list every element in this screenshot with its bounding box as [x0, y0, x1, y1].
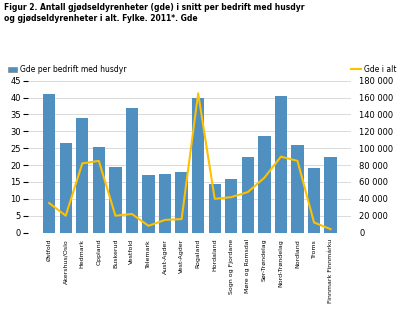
Bar: [275, 96, 287, 233]
Text: Figur 2. Antall gjødseldyrenheter (gde) i snitt per bedrift med husdyr
og gjødse: Figur 2. Antall gjødseldyrenheter (gde) …: [4, 3, 305, 23]
Legend: Gde per bedrift med husdyr: Gde per bedrift med husdyr: [8, 65, 126, 74]
Bar: [324, 157, 337, 233]
Bar: [142, 175, 155, 233]
Bar: [76, 118, 88, 233]
Bar: [258, 136, 271, 233]
Legend: Gde i alt: Gde i alt: [351, 65, 396, 74]
Bar: [126, 108, 138, 233]
Bar: [159, 173, 171, 233]
Bar: [43, 94, 55, 233]
Bar: [208, 184, 221, 233]
Bar: [93, 147, 105, 233]
Bar: [225, 179, 238, 233]
Bar: [308, 169, 320, 233]
Bar: [59, 143, 72, 233]
Bar: [192, 98, 204, 233]
Bar: [175, 172, 188, 233]
Bar: [109, 167, 122, 233]
Bar: [242, 157, 254, 233]
Bar: [291, 145, 304, 233]
